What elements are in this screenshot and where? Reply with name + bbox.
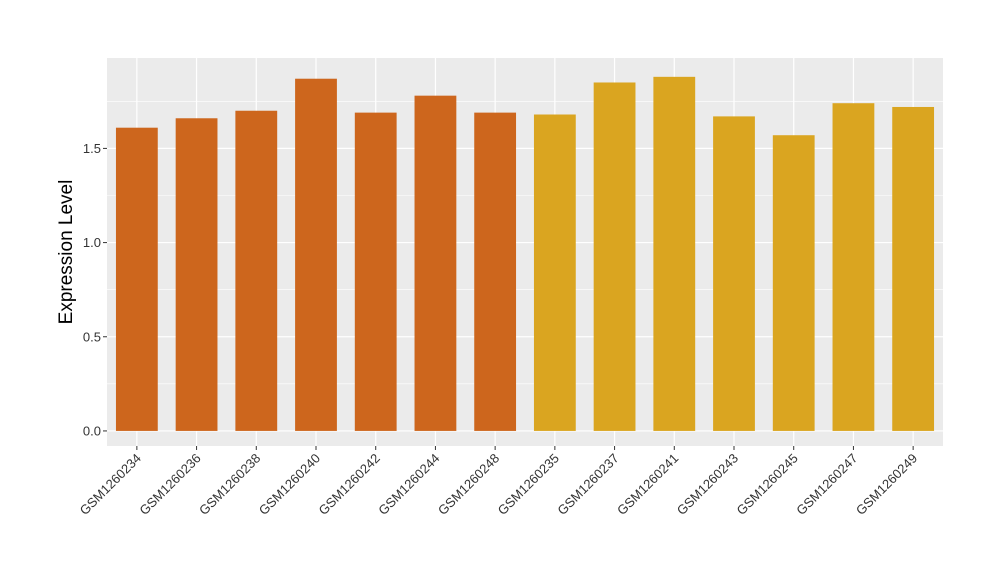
bar-GSM1260241 — [653, 76, 696, 431]
bar-GSM1260238 — [235, 110, 278, 431]
x-tick-label: GSM1260238 — [196, 451, 263, 518]
x-tick-label: GSM1260241 — [614, 451, 681, 518]
y-tick-label: 1.0 — [83, 235, 101, 250]
bar-GSM1260236 — [175, 118, 218, 431]
bar-GSM1260247 — [832, 103, 875, 431]
bar-GSM1260243 — [713, 116, 755, 431]
bar-GSM1260244 — [414, 95, 457, 431]
bar-GSM1260237 — [593, 82, 636, 431]
bar-GSM1260234 — [115, 127, 158, 431]
x-tick-label: GSM1260243 — [674, 451, 741, 518]
x-tick-label: GSM1260240 — [256, 451, 323, 518]
y-axis-title: Expression Level — [56, 180, 77, 325]
x-tick-label: GSM1260236 — [136, 451, 203, 518]
x-tick-label: GSM1260247 — [793, 451, 860, 518]
x-tick-label: GSM1260248 — [435, 451, 502, 518]
bar-GSM1260240 — [295, 78, 337, 431]
x-tick-label: GSM1260242 — [315, 451, 382, 518]
x-tick-label: GSM1260245 — [733, 451, 800, 518]
x-tick-label: GSM1260235 — [495, 451, 562, 518]
x-tick-label: GSM1260234 — [77, 451, 144, 518]
bar-GSM1260245 — [772, 135, 815, 431]
x-tick-label: GSM1260237 — [554, 451, 621, 518]
bar-GSM1260248 — [474, 112, 517, 431]
bar-GSM1260242 — [354, 112, 397, 431]
x-tick-label: GSM1260249 — [853, 451, 920, 518]
y-tick-label: 1.5 — [83, 141, 101, 156]
y-tick-label: 0.5 — [83, 329, 101, 344]
y-axis: 0.0 0.5 1.0 1.5 — [83, 141, 107, 438]
bars — [115, 76, 935, 431]
plot-panel — [107, 58, 943, 446]
y-tick-label: 0.0 — [83, 423, 101, 438]
bar-GSM1260249 — [892, 106, 935, 431]
x-axis: GSM1260234GSM1260236GSM1260238GSM1260240… — [77, 446, 920, 518]
bar-GSM1260235 — [533, 114, 576, 431]
x-tick-label: GSM1260244 — [375, 451, 442, 518]
